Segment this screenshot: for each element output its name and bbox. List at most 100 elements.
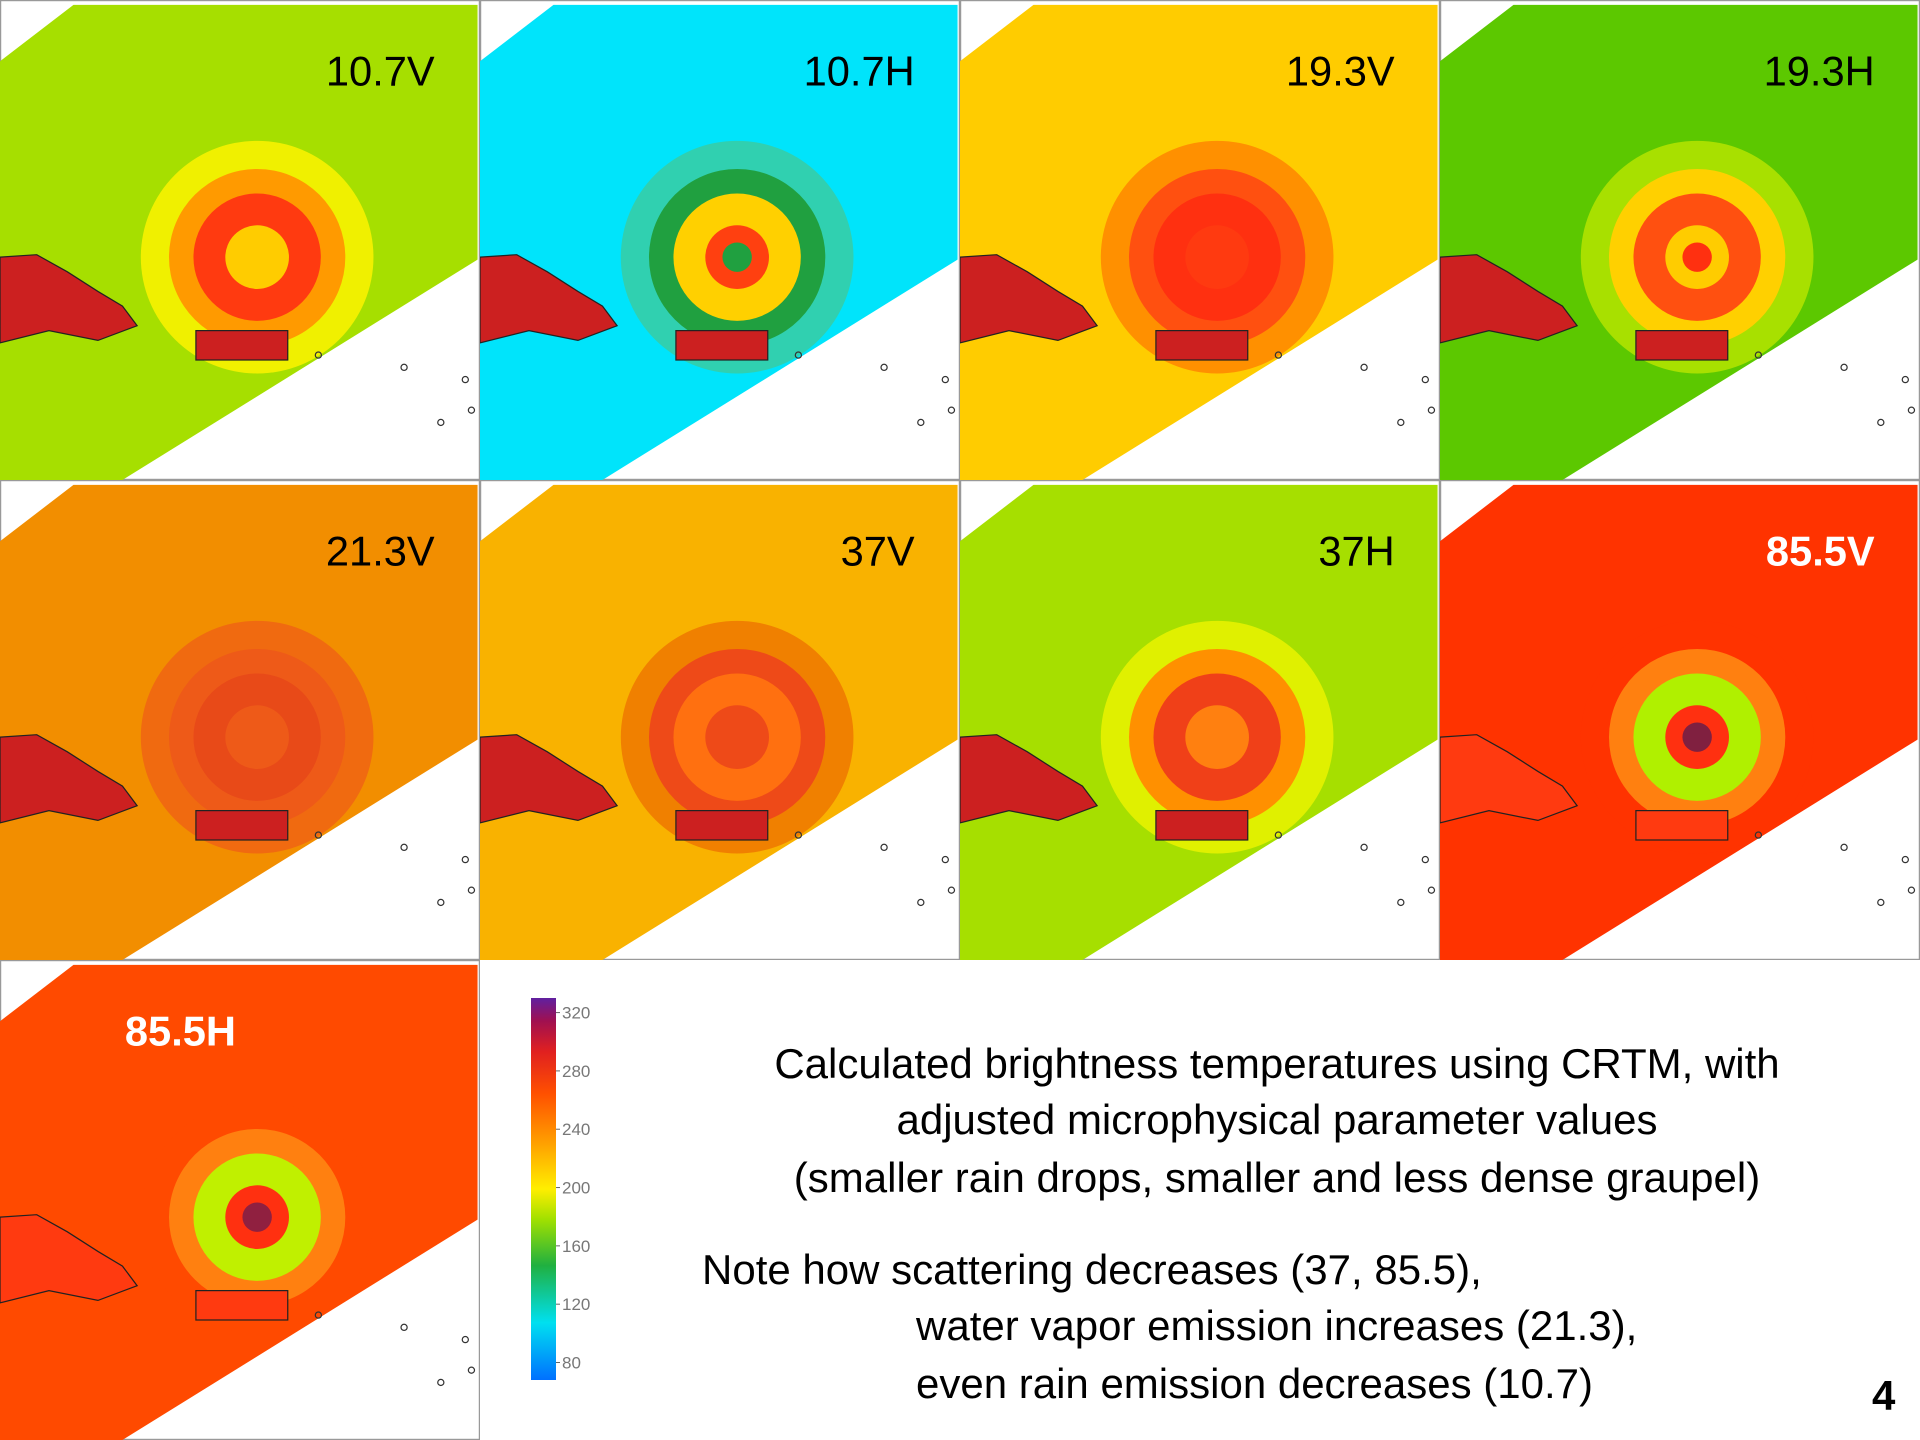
island [675,330,769,361]
hurricane-ring [1185,705,1249,769]
hurricane [140,1100,374,1334]
islet [400,843,408,852]
islet [1907,886,1916,894]
islet [1360,363,1368,372]
panel-label: 10.7V [326,48,435,95]
islet [1274,831,1283,839]
hurricane [1580,620,1814,854]
note-line: even rain emission decreases (10.7) [916,1360,1594,1407]
colorbar-tick-label: 160 [562,1237,590,1256]
island [0,734,139,824]
islet [917,898,925,907]
islet [947,406,956,414]
page-number: 4 [1872,1372,1896,1419]
island [960,734,1099,824]
islet [1877,418,1885,427]
colorbar-gradient [531,998,556,1380]
caption-line: adjusted microphysical parameter values [896,1096,1658,1143]
colorbar-tick-label: 240 [562,1120,590,1139]
islet [941,375,949,384]
islet [314,1311,323,1319]
islet [794,351,803,359]
islet [880,843,888,852]
hurricane [140,140,374,374]
island [195,1290,289,1321]
islet [467,886,476,894]
islet [1754,831,1763,839]
islet [1274,351,1283,359]
colorbar-tick-label: 80 [562,1354,581,1373]
map-panel: 10.7H [480,0,960,480]
hurricane [620,140,854,374]
islet [1754,351,1763,359]
islet [461,1335,469,1344]
hurricane [620,620,854,854]
map-panel: 85.5V [1440,480,1920,960]
islet [880,363,888,372]
map-panel: 85.5H [0,960,480,1440]
islet [314,831,323,839]
caption-line: (smaller rain drops, smaller and less de… [793,1154,1761,1201]
hurricane [1100,620,1334,854]
panel-label: 85.5V [1766,528,1875,575]
hurricane [1100,140,1334,374]
panel-label: 37H [1318,528,1394,575]
islet [1421,855,1429,864]
island [0,1214,139,1304]
colorbar: 80 120 160 200 240 280 320 [531,998,590,1380]
hurricane [1580,140,1814,374]
panel-label: 85.5H [125,1008,236,1055]
hurricane-ring [705,705,769,769]
note-line: Note how scattering decreases (37, 85.5)… [702,1246,1482,1293]
islet [437,898,445,907]
islet [1877,898,1885,907]
islet [1907,406,1916,414]
islet [947,886,956,894]
map-panel: 19.3H [1440,0,1920,480]
island [960,254,1099,344]
islet [400,363,408,372]
colorbar-tick-label: 280 [562,1062,590,1081]
island [480,734,619,824]
island [1635,809,1729,841]
islet [461,855,469,864]
islet [1901,375,1909,384]
islet [400,1323,408,1332]
islet [1360,843,1368,852]
islet [467,406,476,414]
islet [1840,363,1848,372]
islet [1901,855,1909,864]
map-panel: 21.3V [0,480,480,960]
colorbar-tick-label: 320 [562,1004,590,1023]
panel-label: 37V [841,528,915,575]
map-panel: 37H [960,480,1440,960]
islet [1421,375,1429,384]
panel-label: 21.3V [326,528,435,575]
hurricane-ring [225,225,289,289]
islet [1397,898,1405,907]
island [1440,254,1579,344]
colorbar-tick-label: 200 [562,1179,590,1198]
hurricane-ring [225,705,289,769]
panel-label: 19.3H [1764,48,1875,95]
islet [461,375,469,384]
hurricane-ring [1682,722,1712,752]
hurricane-ring [722,242,752,272]
islet [794,831,803,839]
note-line: water vapor emission increases (21.3), [916,1302,1638,1349]
islet [437,418,445,427]
island [675,809,769,841]
island [1635,330,1729,361]
islet [1840,843,1848,852]
islet [467,1366,476,1374]
panel-label: 10.7H [804,48,915,95]
hurricane-ring [242,1202,272,1232]
map-panel: 10.7V [0,0,480,480]
island [1155,330,1249,361]
islet [1427,886,1436,894]
island [480,254,619,344]
map-panel: 19.3V [960,0,1440,480]
island [0,254,139,344]
panel-label: 19.3V [1286,48,1395,95]
